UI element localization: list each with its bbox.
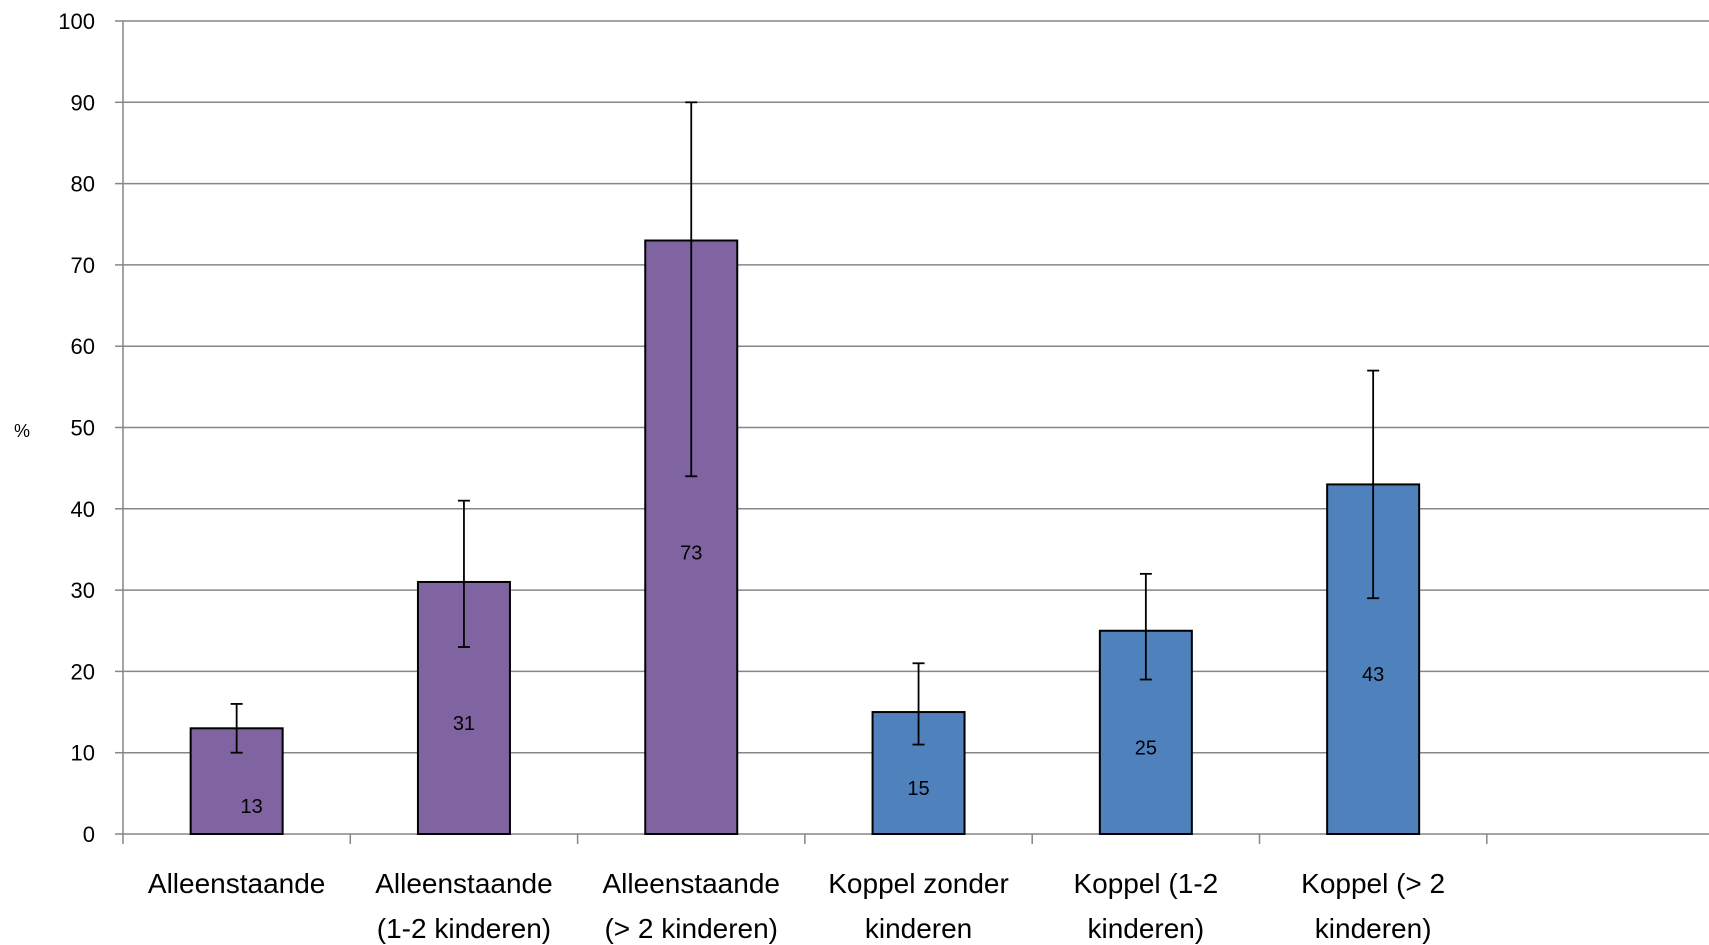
category-label: Koppel zonder kinderen — [828, 868, 1009, 944]
data-label: 43 — [1362, 664, 1384, 686]
data-label: 73 — [680, 542, 702, 564]
category-label: Alleenstaande — [148, 868, 325, 899]
category-label-line: Alleenstaande — [375, 868, 552, 899]
y-tick-label: 60 — [71, 334, 95, 359]
y-tick-label: 0 — [83, 822, 95, 847]
y-tick-label: 30 — [71, 578, 95, 603]
x-axis — [122, 833, 1709, 844]
error-bars — [230, 101, 1380, 754]
category-label: Alleenstaande (> 2 kinderen) — [603, 868, 780, 944]
data-label: 13 — [241, 796, 263, 818]
y-axis: 0 10 20 30 40 50 60 70 80 90 100 — [58, 9, 124, 847]
category-label-line: (1-2 kinderen) — [377, 913, 551, 944]
y-tick-label: 20 — [71, 659, 95, 684]
category-label: Alleenstaande (1-2 kinderen) — [375, 868, 552, 944]
y-tick-label: 80 — [71, 172, 95, 197]
data-label: 31 — [453, 713, 475, 735]
gridlines — [123, 20, 1709, 754]
category-label: Koppel (> 2 kinderen) — [1301, 868, 1445, 944]
category-label-line: Koppel (> 2 — [1301, 868, 1445, 899]
category-label-line: Koppel zonder — [828, 868, 1009, 899]
category-label: Koppel (1-2 kinderen) — [1073, 868, 1218, 944]
y-tick-label: 100 — [58, 9, 95, 34]
bars — [189, 239, 1421, 835]
category-label-line: kinderen) — [1087, 913, 1204, 944]
category-label-line: kinderen) — [1315, 913, 1432, 944]
category-label-line: Koppel (1-2 — [1073, 868, 1218, 899]
category-label-line: kinderen — [865, 913, 972, 944]
category-labels: Alleenstaande Alleenstaande (1-2 kinderen)… — [148, 868, 1445, 944]
y-axis-label: % — [14, 421, 30, 441]
y-tick-label: 10 — [71, 741, 95, 766]
y-tick-label: 40 — [71, 497, 95, 522]
y-tick-label: 70 — [71, 253, 95, 278]
category-label-line: Alleenstaande — [148, 868, 325, 899]
y-tick-label: 90 — [71, 90, 95, 115]
data-labels: 13 31 73 15 25 43 — [241, 542, 1385, 818]
y-tick-label: 50 — [71, 416, 95, 441]
data-label: 15 — [907, 778, 929, 800]
category-label-line: Alleenstaande — [603, 868, 780, 899]
data-label: 25 — [1135, 737, 1157, 759]
category-label-line: (> 2 kinderen) — [604, 913, 778, 944]
